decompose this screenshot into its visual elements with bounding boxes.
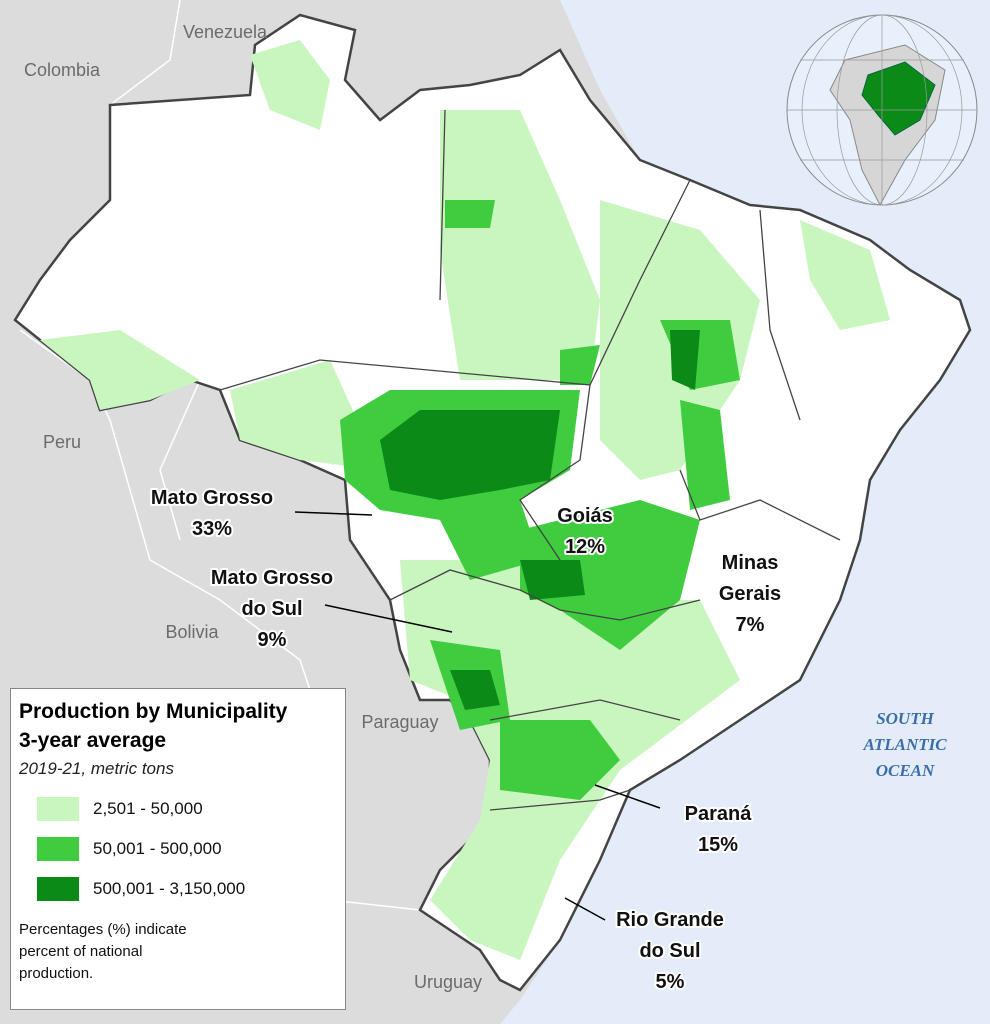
state-share: 5% <box>656 971 685 993</box>
state-name: Rio Grande <box>616 909 724 931</box>
legend-item: 50,001 - 500,000 <box>19 829 337 869</box>
country-label: Uruguay <box>414 972 482 992</box>
area-light <box>40 330 200 410</box>
legend-item: 500,001 - 3,150,000 <box>19 869 337 909</box>
area-medium <box>520 500 700 650</box>
country-label: Venezuela <box>183 22 268 42</box>
legend-note-line: Percentages (%) indicate <box>19 921 187 938</box>
area-medium <box>445 200 495 228</box>
globe <box>786 14 978 207</box>
area-dark <box>380 410 560 500</box>
legend-label: 2,501 - 50,000 <box>93 799 203 818</box>
legend-subtitle: 2019-21, metric tons <box>19 759 174 778</box>
country-label: Paraguay <box>361 712 438 732</box>
legend-title: Production by Municipality <box>19 700 288 723</box>
state-share: 9% <box>258 629 287 651</box>
country-label: Colombia <box>24 60 101 80</box>
ocean-label: OCEAN <box>876 761 935 780</box>
state-name: Paraná <box>685 803 753 825</box>
legend-note-line: percent of national <box>19 943 143 960</box>
country-label: Bolivia <box>165 622 219 642</box>
area-dark <box>450 670 500 710</box>
area-medium <box>500 720 620 800</box>
legend: Production by Municipality 3-year average… <box>10 688 346 1010</box>
area-light <box>250 40 330 130</box>
legend-title: 3-year average <box>19 729 167 752</box>
state-name: Minas <box>722 552 779 574</box>
ocean-label: ATLANTIC <box>862 735 947 754</box>
state-share: 12% <box>565 536 605 558</box>
labels: Venezuela Colombia Peru Bolivia Paraguay Urug… <box>24 22 947 995</box>
state-name: Gerais <box>719 583 781 605</box>
country-label: Peru <box>43 432 81 452</box>
state-share: 33% <box>192 518 232 540</box>
state-name: do Sul <box>241 598 302 620</box>
legend-label: 500,001 - 3,150,000 <box>93 879 246 898</box>
area-light <box>800 220 890 330</box>
legend-swatch <box>37 837 79 861</box>
state-name: Goiás <box>557 505 613 527</box>
legend-items: 2,501 - 50,000 50,001 - 500,000 500,001 - … <box>19 789 337 909</box>
area-medium <box>560 345 600 385</box>
state-share: 15% <box>698 834 738 856</box>
state-name: Mato Grosso <box>151 487 273 509</box>
ocean-label: SOUTH <box>876 709 934 728</box>
legend-note: Percentages (%) indicate percent of natio… <box>19 919 337 985</box>
area-dark <box>520 560 585 600</box>
state-name: Mato Grosso <box>211 567 333 589</box>
production-areas <box>40 40 890 960</box>
legend-swatch <box>37 797 79 821</box>
legend-item: 2,501 - 50,000 <box>19 789 337 829</box>
state-name: do Sul <box>639 940 700 962</box>
area-medium <box>680 400 730 510</box>
legend-swatch <box>37 877 79 901</box>
leader-lines <box>294 511 661 921</box>
state-share: 7% <box>736 614 765 636</box>
area-light <box>440 110 600 380</box>
legend-label: 50,001 - 500,000 <box>93 839 222 858</box>
area-dark <box>670 330 700 390</box>
legend-note-line: production. <box>19 965 94 982</box>
